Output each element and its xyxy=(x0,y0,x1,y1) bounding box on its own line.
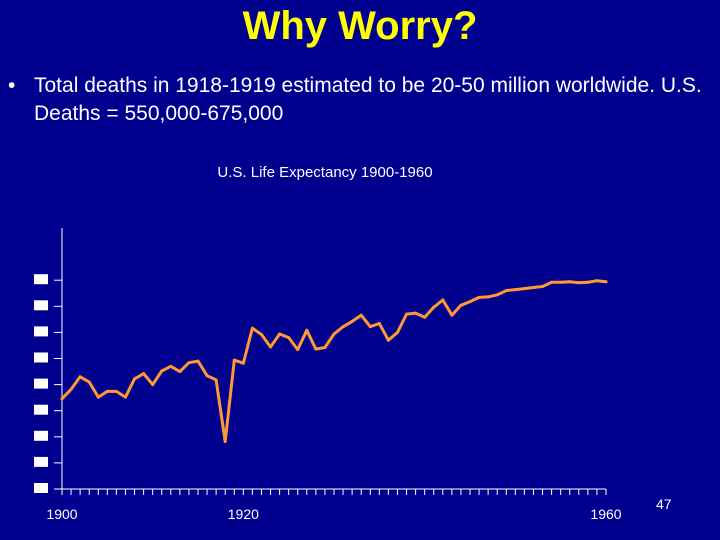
y-tick-glyph-45 xyxy=(34,404,48,415)
data-point-1956 xyxy=(568,280,572,284)
y-tick-glyph-55 xyxy=(34,352,48,363)
data-point-1929 xyxy=(323,346,327,350)
data-point-1954 xyxy=(550,280,554,284)
data-point-1933 xyxy=(359,313,363,317)
data-point-1909 xyxy=(142,372,146,376)
data-point-1947 xyxy=(486,295,490,299)
data-point-1935 xyxy=(377,322,381,326)
data-point-1944 xyxy=(459,303,463,307)
data-point-1927 xyxy=(305,328,309,332)
data-point-1958 xyxy=(586,280,590,284)
data-point-1907 xyxy=(123,395,127,399)
data-point-1943 xyxy=(450,313,454,317)
chart-series xyxy=(60,279,608,443)
data-point-1923 xyxy=(269,345,273,349)
y-tick-glyph-70 xyxy=(34,274,48,285)
data-point-1937 xyxy=(395,330,399,334)
data-point-1917 xyxy=(214,378,218,382)
data-point-1941 xyxy=(432,305,436,309)
data-point-1950 xyxy=(513,288,517,292)
slide-title: Why Worry? xyxy=(242,4,478,48)
data-point-1911 xyxy=(160,369,164,373)
data-point-1959 xyxy=(595,279,599,283)
data-point-1915 xyxy=(196,359,200,363)
data-point-1945 xyxy=(468,300,472,304)
x-tick-label-1920: 1920 xyxy=(228,506,259,522)
data-point-1913 xyxy=(178,370,182,374)
data-point-1916 xyxy=(205,374,209,378)
data-point-1904 xyxy=(96,395,100,399)
data-point-1920 xyxy=(241,361,245,365)
bullet-dot: • xyxy=(8,74,16,97)
x-tick-label-1960: 1960 xyxy=(590,506,621,522)
data-point-1906 xyxy=(114,389,118,393)
page-number: 47 xyxy=(656,496,672,512)
y-tick-glyph-35 xyxy=(34,456,48,467)
y-tick-glyph-30 xyxy=(34,483,48,493)
data-point-1914 xyxy=(187,361,191,365)
data-point-1919 xyxy=(232,358,236,362)
data-point-1949 xyxy=(504,289,508,293)
bullet-text: Total deaths in 1918-1919 estimated to b… xyxy=(34,74,702,125)
data-point-1932 xyxy=(350,319,354,323)
data-point-1939 xyxy=(414,311,418,315)
data-point-1930 xyxy=(332,332,336,336)
data-point-1936 xyxy=(386,338,390,342)
data-point-1953 xyxy=(541,284,545,288)
data-point-1925 xyxy=(287,336,291,340)
y-tick-glyph-50 xyxy=(34,378,48,389)
x-tick-label-1900: 1900 xyxy=(46,506,77,522)
data-point-1900 xyxy=(60,397,64,401)
data-point-1952 xyxy=(531,286,535,290)
data-point-1948 xyxy=(495,293,499,297)
bullet-point: • Total deaths in 1918-1919 estimated to… xyxy=(8,72,708,128)
data-point-1940 xyxy=(423,315,427,319)
data-point-1946 xyxy=(477,295,481,299)
data-point-1910 xyxy=(151,383,155,387)
life-expectancy-line xyxy=(60,279,608,443)
data-point-1918 xyxy=(223,439,227,443)
data-point-1905 xyxy=(105,389,109,393)
data-point-1924 xyxy=(278,332,282,336)
data-point-1908 xyxy=(133,377,137,381)
data-point-1921 xyxy=(250,326,254,330)
chart-title: U.S. Life Expectancy 1900-1960 xyxy=(217,164,433,181)
data-point-1931 xyxy=(341,325,345,329)
data-point-1957 xyxy=(577,281,581,285)
y-tick-glyph-40 xyxy=(34,430,48,441)
data-point-1926 xyxy=(296,348,300,352)
data-point-1928 xyxy=(314,347,318,351)
chart-axes xyxy=(61,228,606,490)
data-point-1912 xyxy=(169,364,173,368)
data-point-1903 xyxy=(87,380,91,384)
data-point-1938 xyxy=(405,312,409,316)
data-point-1922 xyxy=(259,332,263,336)
y-tick-glyph-65 xyxy=(34,300,48,311)
data-point-1901 xyxy=(69,387,73,391)
data-point-1942 xyxy=(441,298,445,302)
data-point-1934 xyxy=(368,325,372,329)
y-tick-glyph-60 xyxy=(34,326,48,337)
data-point-1955 xyxy=(559,280,563,284)
data-point-1951 xyxy=(522,287,526,291)
data-point-1902 xyxy=(78,375,82,379)
data-point-1960 xyxy=(604,280,608,284)
chart-ticks: 1900 1920 1960 xyxy=(34,274,622,522)
